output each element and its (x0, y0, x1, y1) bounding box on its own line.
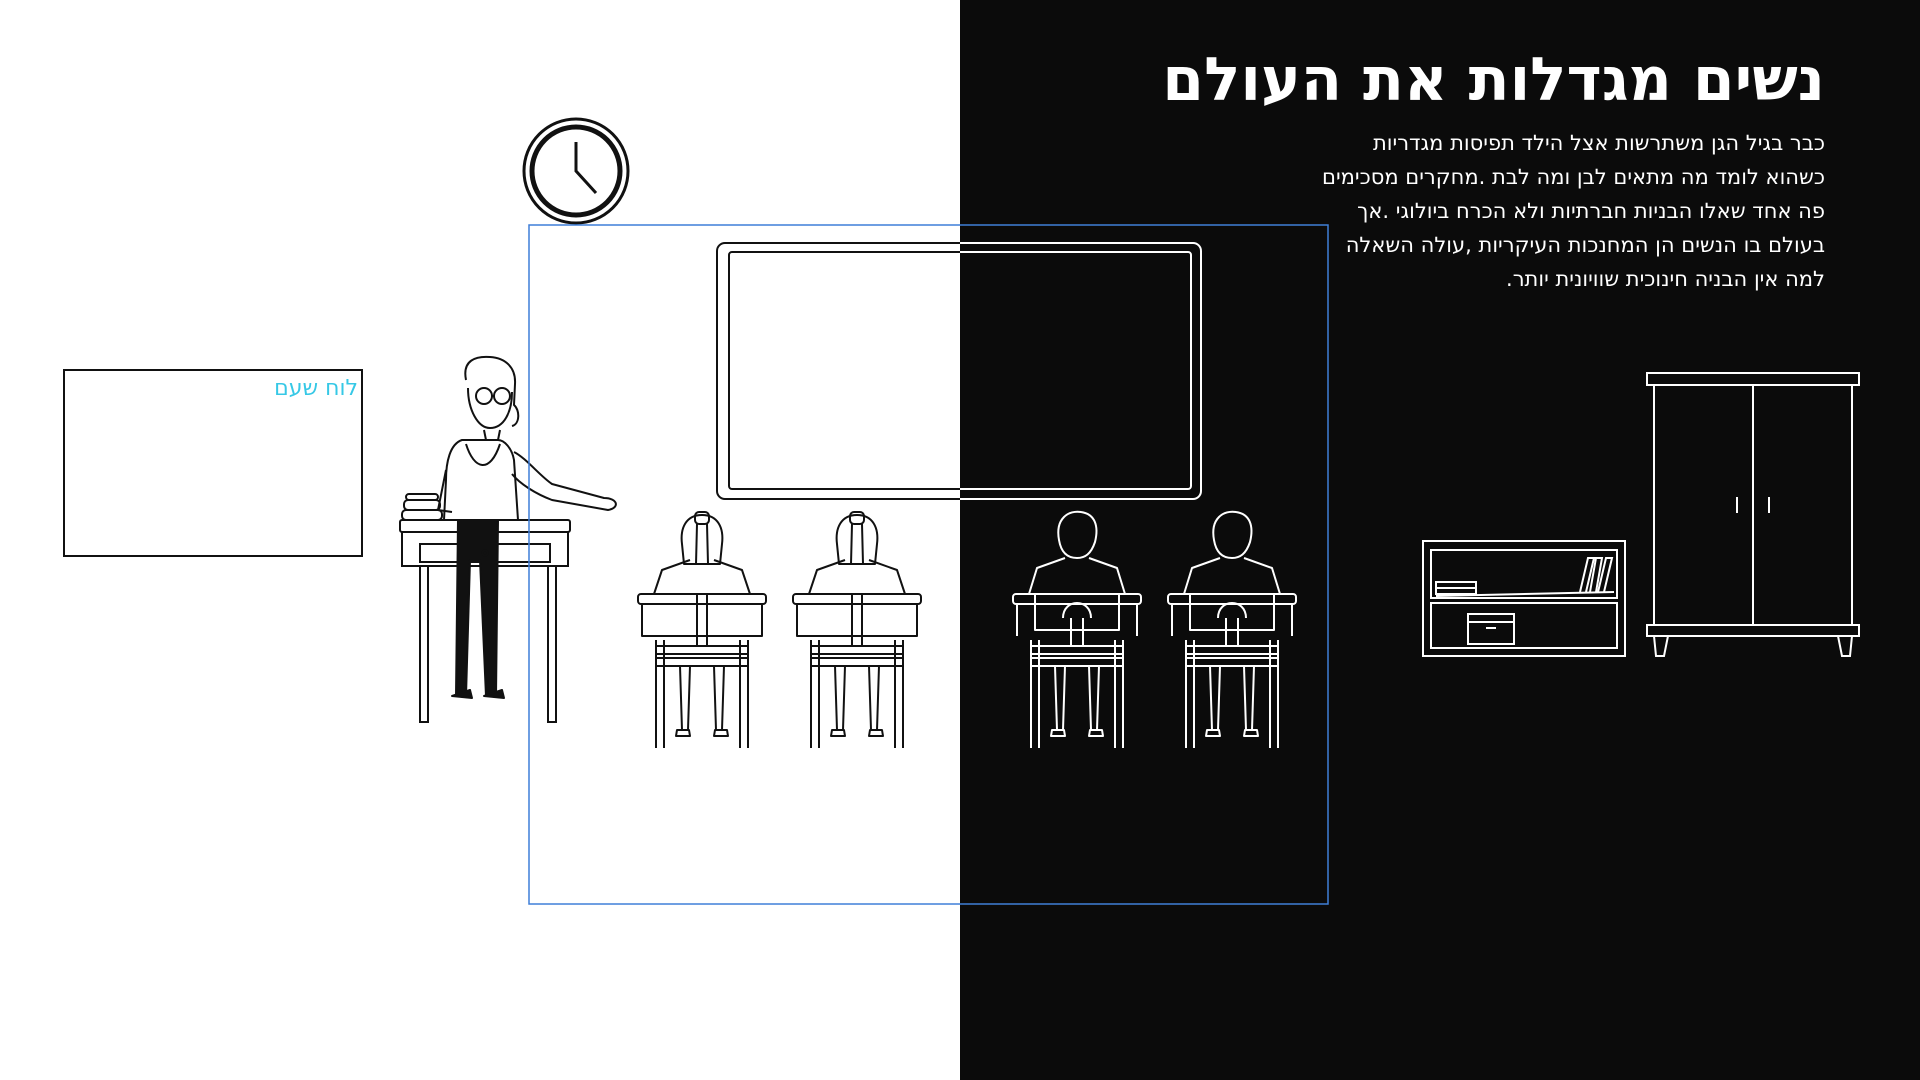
student-boy (1012, 510, 1142, 749)
paragraph-line: כשהוא לומד מה מתאים לבן ומה לבת .מחקרים … (1322, 165, 1825, 189)
clock-icon (522, 117, 630, 225)
paragraph-line: בעולם בו הנשים הן המחנכות העיקריות ,עולה… (1345, 233, 1825, 257)
bookshelf (1422, 540, 1626, 657)
teacher-desk (399, 493, 571, 723)
paragraph-line: פה אחד שאלו הבניות חברתיות ולא הכרח ביול… (1357, 199, 1825, 223)
paragraph-line: למה אין הבניה חינוכית שוויונית יותר. (1506, 267, 1825, 291)
page-title: נשים מגדלות את העולם (1162, 45, 1825, 115)
student-girl (792, 511, 922, 749)
wardrobe (1646, 372, 1860, 657)
student-girl (637, 511, 767, 749)
paragraph-line: כבר בגיל הגן משתרשות אצל הילד תפיסות מגד… (1372, 131, 1825, 155)
corkboard-label: לוח שעם (274, 376, 358, 401)
corkboard (63, 369, 363, 557)
selection-frame[interactable] (528, 224, 1329, 905)
intro-paragraph: כבר בגיל הגן משתרשות אצל הילד תפיסות מגד… (1185, 126, 1825, 296)
student-boy (1167, 510, 1297, 749)
whiteboard (716, 242, 1202, 500)
teacher (437, 355, 617, 699)
